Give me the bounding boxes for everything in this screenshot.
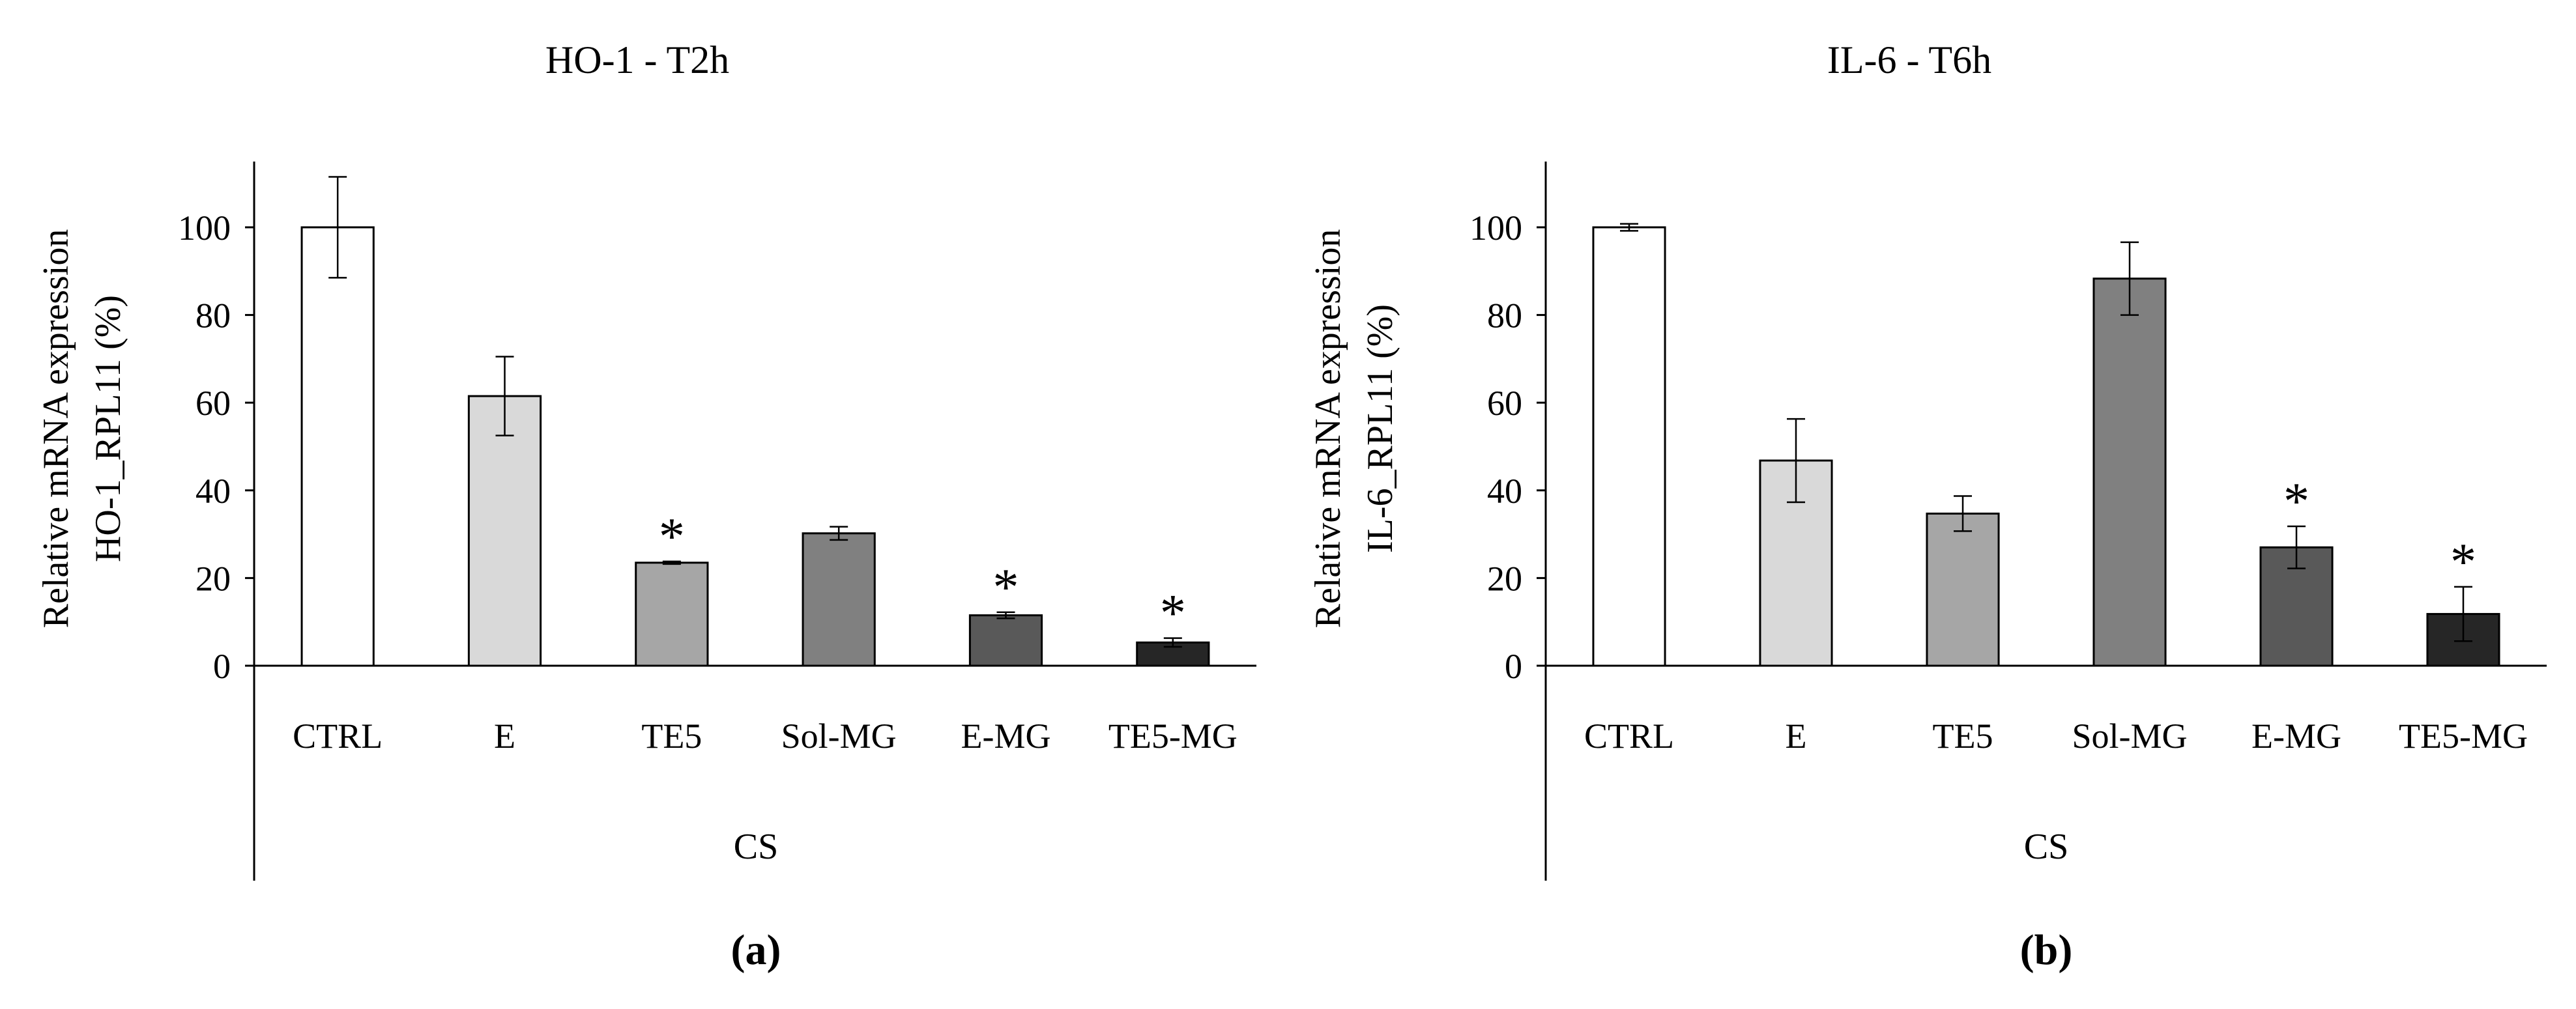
bar-sol-mg [2092, 277, 2167, 667]
significance-marker: * [1160, 585, 1186, 642]
category-label: TE5-MG [2399, 717, 2528, 756]
category-label: CTRL [1584, 717, 1674, 756]
group-label: CS [2024, 827, 2069, 867]
bar-e-mg [968, 614, 1043, 667]
category-label: TE5 [641, 717, 702, 756]
chart-title: IL-6 - T6h [1827, 38, 1991, 81]
bar-te5 [1926, 512, 2000, 667]
chart-title: HO-1 - T2h [545, 38, 729, 81]
category-label: E-MG [2251, 717, 2341, 756]
category-label: Sol-MG [2072, 717, 2187, 756]
significance-marker: * [659, 508, 685, 565]
y-tick-label: 0 [213, 647, 231, 686]
y-tick-label: 40 [1487, 472, 1522, 511]
y-axis-label-line2: HO-1_RPL11 (%) [88, 295, 128, 562]
group-label: CS [734, 827, 779, 867]
category-label: TE5-MG [1108, 717, 1237, 756]
y-tick-label: 20 [195, 559, 231, 598]
y-tick-label: 20 [1487, 559, 1522, 598]
panel-label: (b) [2020, 926, 2073, 974]
chart-panel-b: IL-6 - T6h Relative mRNA expression IL-6… [1308, 38, 2547, 974]
y-tick-label: 80 [1487, 296, 1522, 335]
category-label: E-MG [961, 717, 1051, 756]
y-tick-label: 60 [195, 384, 231, 423]
category-label: E [1786, 717, 1807, 756]
y-axis-label: Relative mRNA expression IL-6_RPL11 (%) [1308, 229, 1400, 629]
significance-marker: * [2283, 473, 2309, 530]
panel-label: (a) [731, 926, 781, 974]
bar-te5 [635, 561, 709, 667]
bar-sol-mg [802, 532, 876, 667]
y-axis-label-line1: Relative mRNA expression [1308, 229, 1348, 629]
y-tick-label: 100 [1469, 208, 1522, 248]
y-axis-label: Relative mRNA expression HO-1_RPL11 (%) [36, 229, 128, 629]
bar-e [467, 395, 542, 667]
y-tick-label: 100 [178, 208, 231, 248]
y-tick-label: 60 [1487, 384, 1522, 423]
chart-panel-a: HO-1 - T2h Relative mRNA expression HO-1… [36, 38, 1256, 974]
y-axis-label-line2: IL-6_RPL11 (%) [1360, 304, 1400, 553]
category-label: E [494, 717, 515, 756]
bar-ctrl [1592, 226, 1666, 667]
category-label: TE5 [1933, 717, 1993, 756]
significance-marker: * [993, 559, 1019, 616]
category-label: CTRL [293, 717, 383, 756]
y-tick-label: 0 [1505, 647, 1522, 686]
y-tick-label: 80 [195, 296, 231, 335]
significance-marker: * [2450, 533, 2476, 591]
y-tick-label: 40 [195, 472, 231, 511]
y-axis-label-line1: Relative mRNA expression [36, 229, 76, 629]
category-label: Sol-MG [781, 717, 897, 756]
bar-ctrl [300, 226, 375, 667]
